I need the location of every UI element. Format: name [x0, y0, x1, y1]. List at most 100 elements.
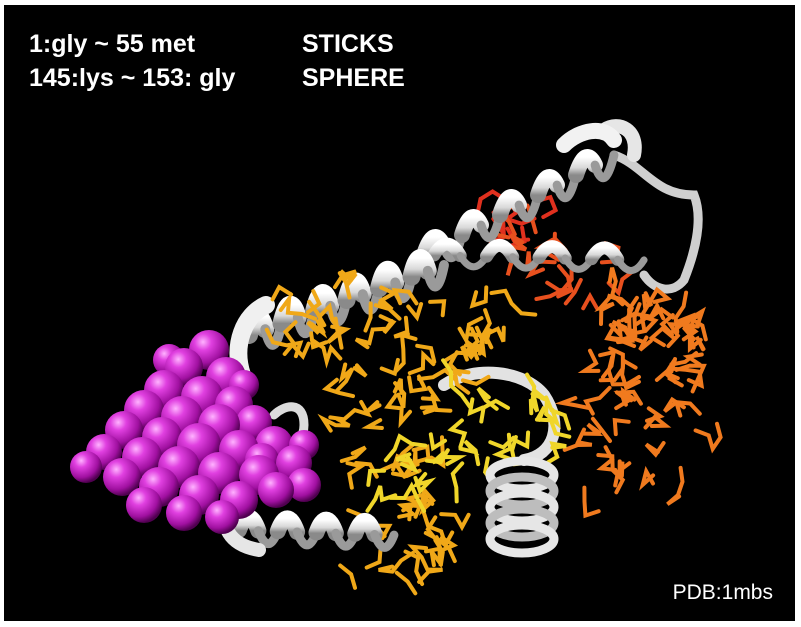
- side-chain-stick: [378, 314, 397, 335]
- side-chain-stick: [391, 468, 422, 479]
- side-chain-stick: [321, 377, 355, 399]
- side-chain-stick: [291, 341, 311, 361]
- side-chain-stick: [391, 287, 419, 306]
- helix-turn-back: [590, 150, 619, 183]
- side-chain-stick: [419, 405, 439, 416]
- side-chain-stick: [396, 502, 418, 519]
- side-chain-stick: [612, 417, 631, 437]
- side-chain-stick: [339, 445, 367, 463]
- sphere-residues: [70, 330, 321, 534]
- side-chain-stick: [505, 259, 514, 276]
- side-chain-stick: [534, 417, 572, 439]
- side-chain-stick: [693, 421, 723, 454]
- side-chain-stick: [309, 318, 328, 339]
- side-chain-stick: [510, 239, 528, 252]
- side-chain-stick: [384, 393, 412, 429]
- helix-turn-front: [585, 241, 625, 266]
- side-chain-stick: [627, 295, 646, 344]
- helix-turn-front: [480, 239, 520, 264]
- pdb-id-label: PDB:1mbs: [672, 581, 773, 604]
- side-chain-stick: [562, 427, 593, 452]
- side-chain-stick: [278, 291, 318, 321]
- side-chain-stick: [317, 413, 351, 433]
- side-chain-stick: [577, 348, 601, 374]
- side-chain-stick: [415, 343, 437, 364]
- side-chain-stick: [581, 291, 599, 311]
- side-chain-stick: [306, 320, 321, 335]
- side-chain-stick: [366, 468, 387, 487]
- side-chain-stick: [582, 485, 601, 519]
- side-chain-stick: [608, 319, 624, 341]
- atom-sphere: [205, 500, 239, 534]
- side-chain-stick: [430, 394, 453, 413]
- helix-coil-ring: [485, 504, 559, 542]
- side-chain-stick: [306, 289, 322, 315]
- side-chain-stick: [648, 325, 676, 348]
- helix-top: [416, 122, 648, 275]
- side-chain-stick: [282, 320, 298, 356]
- helix-turn-front: [532, 240, 572, 265]
- side-chain-stick: [407, 374, 429, 394]
- helix-turn-front: [427, 237, 467, 263]
- side-chain-stick: [307, 299, 327, 328]
- side-chain-stick: [428, 299, 447, 318]
- side-chain-stick: [395, 452, 413, 463]
- side-chain-stick: [467, 397, 485, 417]
- side-chain-stick: [345, 461, 367, 490]
- side-chain-stick: [643, 414, 672, 430]
- side-chain-stick: [488, 435, 516, 450]
- side-chain-stick: [365, 400, 382, 414]
- side-chain-stick: [682, 314, 701, 350]
- side-chain-stick: [535, 405, 547, 422]
- side-chain-stick: [460, 374, 491, 387]
- side-chain-stick: [352, 363, 368, 378]
- side-chain-stick: [641, 291, 654, 311]
- side-chain-stick: [682, 352, 704, 367]
- side-chain-stick: [411, 444, 431, 463]
- side-chain-stick: [512, 430, 531, 450]
- side-chain-stick: [563, 277, 583, 306]
- side-chain-stick: [403, 450, 418, 476]
- atom-sphere: [70, 451, 102, 483]
- representation-label-2: SPHERE: [302, 64, 405, 92]
- helix-turn-back: [422, 260, 449, 292]
- side-chain-stick: [361, 418, 384, 430]
- side-chain-stick: [421, 511, 455, 550]
- side-chain-stick: [452, 368, 471, 395]
- side-chain-stick: [264, 327, 304, 359]
- side-chain-stick: [337, 271, 358, 300]
- side-chain-stick: [475, 189, 507, 214]
- representation-label-1: STICKS: [302, 30, 394, 58]
- side-chain-stick: [420, 385, 441, 402]
- side-chain-stick: [659, 313, 675, 337]
- side-chain-stick: [392, 332, 418, 376]
- side-chain-stick: [333, 269, 358, 290]
- side-chain-stick: [674, 363, 707, 394]
- side-chain-stick: [620, 357, 641, 391]
- side-chain-stick: [441, 358, 472, 409]
- side-chain-stick: [309, 331, 329, 350]
- side-chain-stick: [619, 302, 642, 334]
- side-chain-stick: [619, 386, 637, 407]
- atom-sphere: [166, 495, 202, 531]
- side-chain-stick: [447, 418, 468, 449]
- side-chain-stick: [424, 546, 442, 569]
- side-chain-stick: [554, 396, 592, 411]
- helix-turn-back: [370, 529, 399, 552]
- molecule-viewport: 1:gly ~ 55 met STICKS 145:lys ~ 153: gly…: [4, 5, 795, 621]
- side-chain-stick: [317, 302, 343, 334]
- side-chain-stick: [407, 544, 430, 572]
- helix-turn-back: [614, 255, 648, 275]
- atom-sphere: [126, 487, 162, 523]
- side-chain-stick: [629, 313, 659, 336]
- side-chain-stick: [428, 432, 447, 452]
- side-chain-stick: [447, 350, 462, 377]
- side-chain-stick: [479, 398, 510, 424]
- side-chain-stick: [458, 439, 481, 467]
- side-chain-stick: [469, 285, 489, 309]
- side-chain-stick: [378, 551, 415, 574]
- side-chain-stick: [648, 301, 675, 321]
- side-chain-stick: [673, 399, 702, 418]
- side-chain-stick: [394, 570, 418, 596]
- side-chain-stick: [604, 324, 637, 348]
